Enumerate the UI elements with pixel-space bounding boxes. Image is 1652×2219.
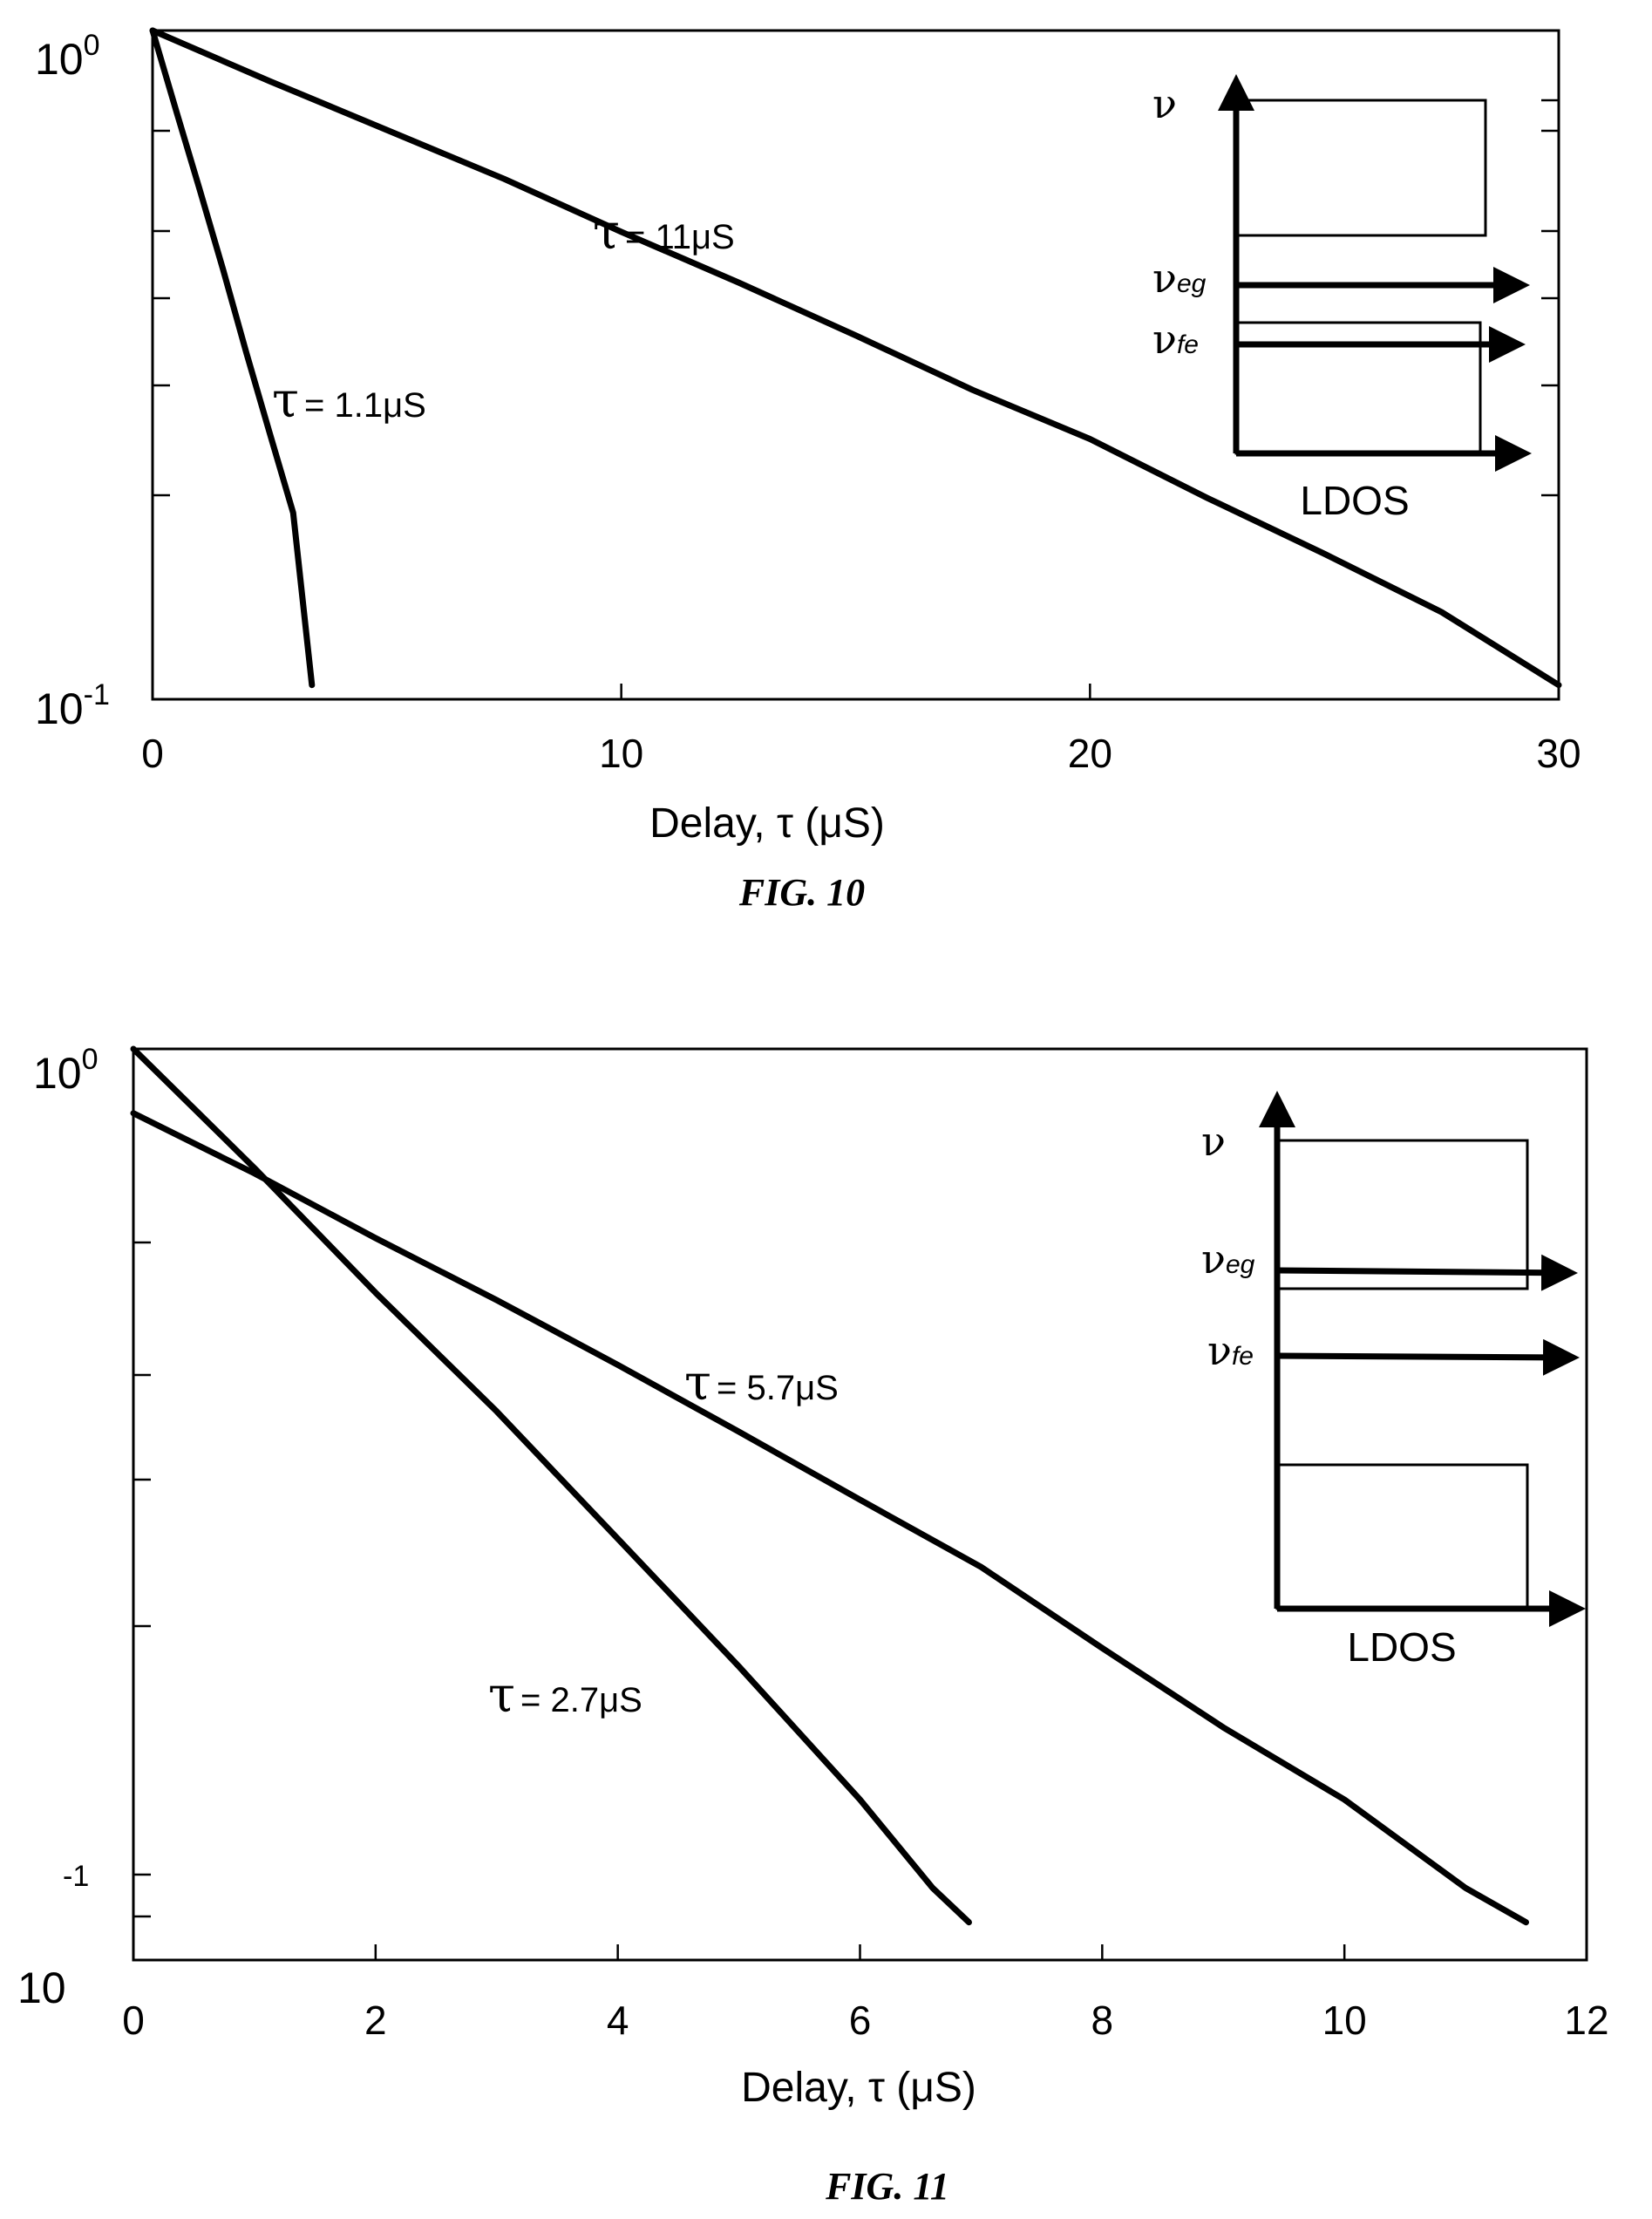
fig10-y-minor-ticks: [153, 99, 1559, 497]
fig10-xtick-label: 20: [1068, 731, 1112, 776]
fig10-chart: 0 10 20 30 100 10-1 Delay, τ (μS) τ = 11μS τ…: [35, 27, 1581, 914]
fig11-x-ticks: 0 2 4 6 8 10 12: [122, 1944, 1609, 2043]
fig10-series-line-0: [149, 27, 316, 689]
fig11-xtick-label: 6: [849, 1998, 872, 2043]
fig11-ytick-label-top: 100: [33, 1043, 99, 1098]
fig10-series-lines: [149, 27, 1562, 689]
fig11-x-axis-label: Delay, τ (μS): [741, 2065, 976, 2111]
fig11-xtick-label: 0: [122, 1998, 145, 2043]
fig11-series-label-5-7us: τ = 5.7μS: [684, 1355, 839, 1412]
fig11-caption: FIG. 11: [825, 2165, 949, 2208]
fig10-xtick-label: 0: [141, 731, 164, 776]
fig11-series-label-2-7us: τ = 2.7μS: [488, 1667, 642, 1724]
fig11-xtick-label: 2: [364, 1998, 387, 2043]
fig11-inset-level-nueg: νeg: [1201, 1235, 1255, 1283]
fig11-inset-level-nu: ν: [1201, 1118, 1226, 1165]
fig11-xtick-label: 10: [1322, 1998, 1367, 2043]
fig11-chart: 0 2 4 6 8 10 12 100 -1 10 Delay, τ (μS) τ = 5.7…: [17, 1043, 1609, 2208]
fig10-inset-level-nueg: νeg: [1152, 255, 1207, 302]
fig11-inset-axis-label: LDOS: [1347, 1624, 1456, 1670]
fig10-x-ticks: 0 10 20 30: [141, 684, 1581, 776]
fig11-xtick-label: 12: [1564, 1998, 1608, 2043]
fig10-inset-level-nufe: νfe: [1152, 316, 1199, 363]
fig11-xtick-label: 4: [607, 1998, 629, 2043]
fig10-ytick-label-bottom: 10-1: [35, 678, 110, 733]
fig11-series-lines: [130, 1045, 1529, 1926]
fig10-plot-frame: [151, 29, 1560, 701]
fig10-series-label-11us: τ = 11μS: [593, 204, 735, 261]
fig10-series-line-1: [149, 27, 1562, 689]
fig10-caption: FIG. 10: [738, 871, 865, 914]
fig11-ytick-base-bottom: 10: [17, 1964, 66, 2012]
fig10-series-label-1-1us: τ = 1.1μS: [272, 372, 426, 429]
fig10-xtick-label: 30: [1536, 731, 1581, 776]
fig11-series-line-0: [130, 1045, 972, 1926]
fig10-xtick-label: 10: [599, 731, 643, 776]
fig11-ldos-inset: ν νeg νfe LDOS: [1201, 1091, 1586, 1670]
fig10-ytick-label-top: 100: [35, 29, 100, 84]
fig10-x-axis-label: Delay, τ (μS): [649, 800, 885, 847]
fig11-plot-frame: [132, 1047, 1588, 1962]
fig10-inset-level-nu: ν: [1152, 80, 1177, 127]
fig10-inset-axis-label: LDOS: [1300, 478, 1409, 523]
fig11-series-line-1: [130, 1110, 1529, 1926]
fig11-ytick-exp-bottom: -1: [63, 1860, 89, 1893]
fig10-ldos-inset: ν νeg νfe LDOS: [1152, 74, 1532, 523]
fig11-inset-level-nufe: νfe: [1207, 1327, 1254, 1374]
fig11-xtick-label: 8: [1091, 1998, 1114, 2043]
fig11-y-minor-ticks: [133, 1241, 151, 1918]
